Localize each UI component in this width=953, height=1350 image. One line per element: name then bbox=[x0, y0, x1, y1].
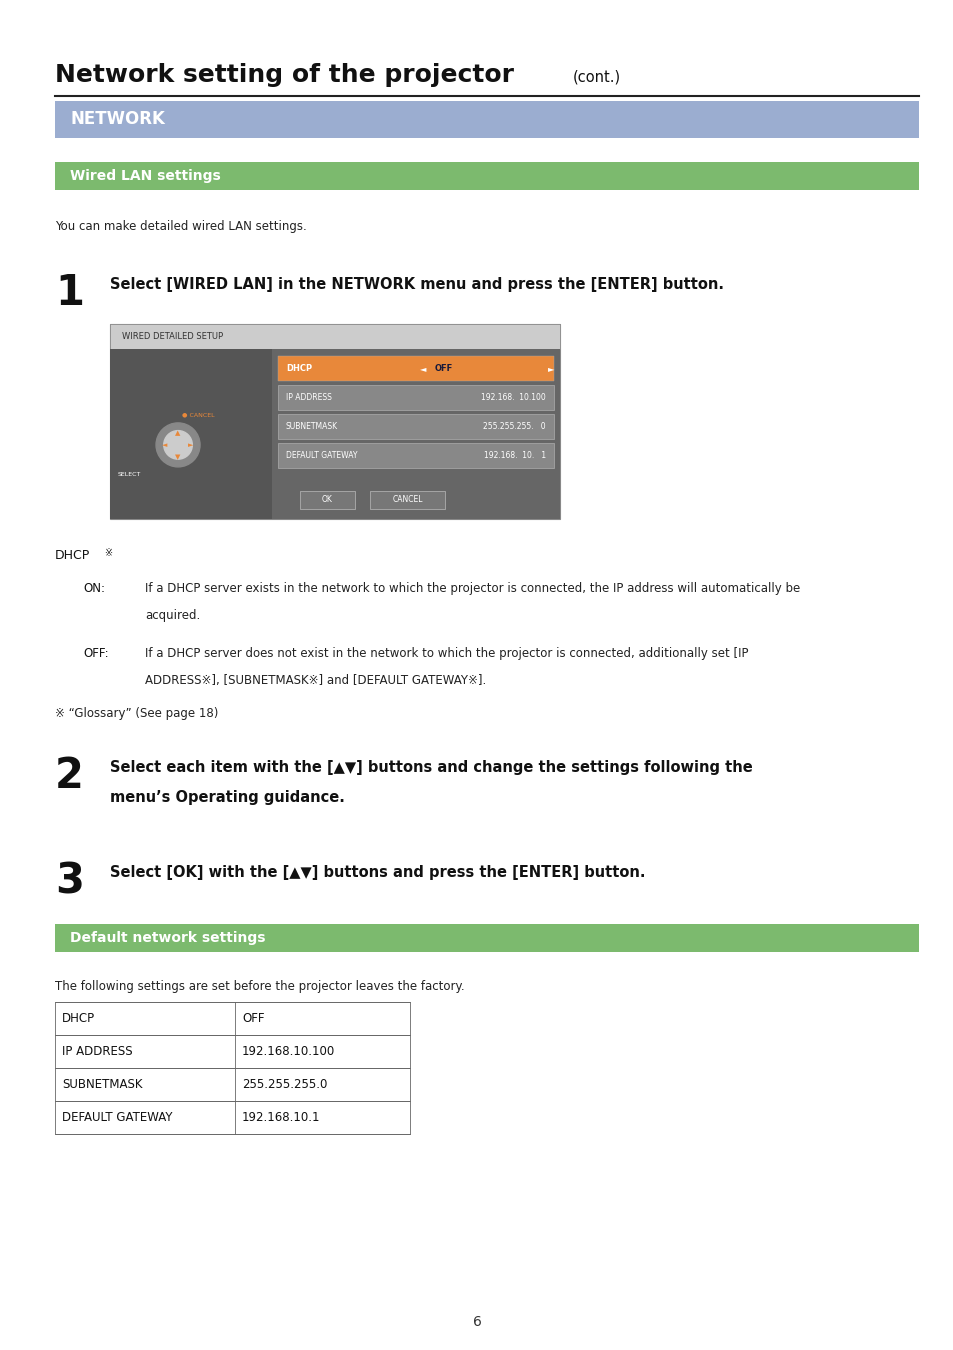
Text: ADDRESS※], [SUBNETMASK※] and [DEFAULT GATEWAY※].: ADDRESS※], [SUBNETMASK※] and [DEFAULT GA… bbox=[145, 674, 486, 687]
FancyBboxPatch shape bbox=[55, 1068, 410, 1102]
Text: SELECT: SELECT bbox=[118, 472, 141, 477]
Text: acquired.: acquired. bbox=[145, 609, 200, 622]
Text: ◄: ◄ bbox=[162, 441, 168, 448]
Text: Select [WIRED LAN] in the NETWORK menu and press the [ENTER] button.: Select [WIRED LAN] in the NETWORK menu a… bbox=[110, 277, 723, 292]
Text: SUBNETMASK: SUBNETMASK bbox=[62, 1079, 142, 1091]
Text: You can make detailed wired LAN settings.: You can make detailed wired LAN settings… bbox=[55, 220, 307, 234]
Text: 2: 2 bbox=[55, 755, 84, 796]
FancyBboxPatch shape bbox=[277, 414, 554, 439]
FancyBboxPatch shape bbox=[55, 1002, 410, 1035]
Text: OFF: OFF bbox=[435, 364, 453, 373]
Circle shape bbox=[156, 423, 200, 467]
Text: Wired LAN settings: Wired LAN settings bbox=[70, 169, 220, 184]
Text: 192.168.10.1: 192.168.10.1 bbox=[242, 1111, 320, 1125]
FancyBboxPatch shape bbox=[277, 356, 554, 381]
FancyBboxPatch shape bbox=[277, 443, 554, 468]
Text: SUBNETMASK: SUBNETMASK bbox=[286, 423, 337, 431]
Text: 255.255.255.0: 255.255.255.0 bbox=[242, 1079, 327, 1091]
Text: 1: 1 bbox=[55, 271, 84, 315]
FancyBboxPatch shape bbox=[55, 162, 918, 190]
Text: IP ADDRESS: IP ADDRESS bbox=[286, 393, 332, 402]
Text: (cont.): (cont.) bbox=[573, 70, 620, 85]
FancyBboxPatch shape bbox=[299, 491, 355, 509]
Text: DHCP: DHCP bbox=[55, 549, 91, 562]
FancyBboxPatch shape bbox=[272, 350, 559, 518]
Text: NETWORK: NETWORK bbox=[70, 111, 165, 128]
Text: OK: OK bbox=[322, 495, 333, 505]
Text: Select each item with the [▲▼] buttons and change the settings following the: Select each item with the [▲▼] buttons a… bbox=[110, 760, 752, 775]
FancyBboxPatch shape bbox=[110, 324, 559, 350]
Text: 192.168.10.100: 192.168.10.100 bbox=[242, 1045, 335, 1058]
Text: 192.168.  10.100: 192.168. 10.100 bbox=[480, 393, 545, 402]
Text: ● CANCEL: ● CANCEL bbox=[182, 412, 214, 417]
FancyBboxPatch shape bbox=[55, 1102, 410, 1134]
Text: menu’s Operating guidance.: menu’s Operating guidance. bbox=[110, 790, 345, 805]
Text: 3: 3 bbox=[55, 860, 84, 902]
FancyBboxPatch shape bbox=[370, 491, 444, 509]
Text: Network setting of the projector: Network setting of the projector bbox=[55, 63, 514, 86]
Text: ▼: ▼ bbox=[175, 454, 180, 460]
Text: 192.168.  10.   1: 192.168. 10. 1 bbox=[483, 451, 545, 460]
Text: ►: ► bbox=[188, 441, 193, 448]
Text: OFF: OFF bbox=[242, 1012, 264, 1025]
Text: ◄: ◄ bbox=[419, 364, 426, 373]
Text: WIRED DETAILED SETUP: WIRED DETAILED SETUP bbox=[122, 332, 223, 342]
Text: 255.255.255.   0: 255.255.255. 0 bbox=[483, 423, 545, 431]
Text: ※: ※ bbox=[105, 548, 112, 558]
Text: ON:: ON: bbox=[83, 582, 105, 595]
Text: Select [OK] with the [▲▼] buttons and press the [ENTER] button.: Select [OK] with the [▲▼] buttons and pr… bbox=[110, 865, 645, 880]
Text: DEFAULT GATEWAY: DEFAULT GATEWAY bbox=[62, 1111, 172, 1125]
Text: ※ “Glossary” (See page 18): ※ “Glossary” (See page 18) bbox=[55, 707, 218, 720]
Text: DHCP: DHCP bbox=[62, 1012, 95, 1025]
Text: IP ADDRESS: IP ADDRESS bbox=[62, 1045, 132, 1058]
Text: ►: ► bbox=[547, 364, 554, 373]
Text: Default network settings: Default network settings bbox=[70, 931, 265, 945]
Text: DEFAULT GATEWAY: DEFAULT GATEWAY bbox=[286, 451, 357, 460]
Text: OFF:: OFF: bbox=[83, 647, 109, 660]
Circle shape bbox=[164, 431, 193, 459]
FancyBboxPatch shape bbox=[110, 350, 272, 518]
FancyBboxPatch shape bbox=[110, 324, 559, 518]
FancyBboxPatch shape bbox=[55, 923, 918, 952]
Text: If a DHCP server exists in the network to which the projector is connected, the : If a DHCP server exists in the network t… bbox=[145, 582, 800, 595]
Text: ▲: ▲ bbox=[175, 429, 180, 436]
Text: DHCP: DHCP bbox=[286, 364, 312, 373]
Text: If a DHCP server does not exist in the network to which the projector is connect: If a DHCP server does not exist in the n… bbox=[145, 647, 748, 660]
FancyBboxPatch shape bbox=[55, 101, 918, 138]
Text: CANCEL: CANCEL bbox=[392, 495, 422, 505]
Text: The following settings are set before the projector leaves the factory.: The following settings are set before th… bbox=[55, 980, 464, 994]
Text: 6: 6 bbox=[472, 1315, 481, 1328]
FancyBboxPatch shape bbox=[277, 385, 554, 410]
FancyBboxPatch shape bbox=[55, 1035, 410, 1068]
